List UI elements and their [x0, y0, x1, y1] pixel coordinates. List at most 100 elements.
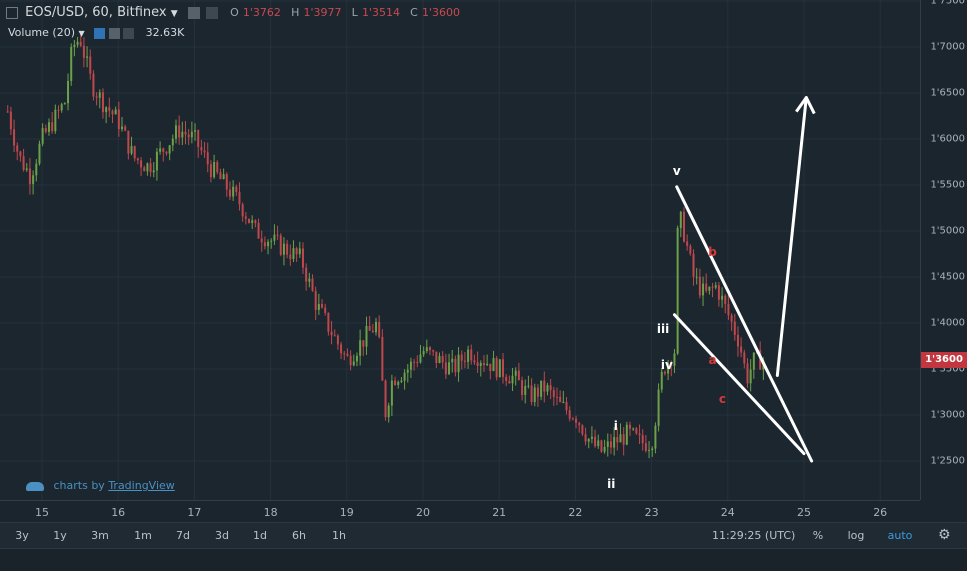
chart-canvas[interactable] — [0, 0, 920, 500]
wave-label-c[interactable]: c — [718, 392, 727, 407]
x-tick-label: 21 — [492, 506, 507, 519]
candle-body — [727, 303, 730, 316]
price-chart[interactable]: EOS/USD, 60, Bitfinex ▼ O 1'3762 H 1'397… — [0, 0, 920, 500]
range-button-1d[interactable]: 1d — [253, 529, 267, 542]
candle-body — [527, 385, 530, 387]
wave-label-ii[interactable]: ii — [607, 477, 616, 491]
range-button-3y[interactable]: 3y — [15, 529, 29, 542]
range-button-7d[interactable]: 7d — [176, 529, 190, 542]
candle-body — [549, 385, 552, 391]
candle-body — [632, 428, 635, 430]
eye-icon[interactable] — [205, 6, 218, 19]
candle-body — [206, 152, 209, 165]
wave-label-iii[interactable]: iii — [656, 321, 670, 336]
chevron-down-icon[interactable]: ▼ — [170, 9, 178, 19]
wave-label-i[interactable]: i — [613, 419, 618, 434]
candle-body — [590, 436, 593, 439]
x-tick-label: 24 — [720, 506, 735, 519]
candle-body — [375, 321, 378, 333]
wave-label-v[interactable]: v — [672, 164, 681, 179]
candle-body — [254, 220, 257, 223]
candle-body — [467, 349, 470, 362]
candle-body — [587, 438, 590, 442]
close-value: 1'3600 — [421, 6, 460, 19]
collapse-icon[interactable] — [6, 6, 18, 19]
volume-label[interactable]: Volume (20) — [8, 26, 75, 39]
candle-body — [603, 446, 606, 452]
candle-body — [47, 122, 50, 132]
watermark-brand[interactable]: TradingView — [108, 479, 175, 492]
candle-body — [559, 396, 562, 403]
chevron-down-icon[interactable]: ▼ — [78, 29, 85, 38]
range-button-1h[interactable]: 1h — [332, 529, 346, 542]
candle-body — [444, 362, 447, 375]
candle-body — [194, 130, 197, 132]
target-arrow-line[interactable] — [775, 96, 808, 377]
x-tick-label: 19 — [339, 506, 354, 519]
candle-body — [327, 312, 330, 332]
range-button-3d[interactable]: 3d — [215, 529, 229, 542]
candle-body — [203, 150, 206, 153]
candle-body — [321, 304, 324, 308]
range-button-1y[interactable]: 1y — [53, 529, 67, 542]
candle-body — [209, 164, 212, 178]
candle-body — [41, 128, 44, 144]
candle-body — [152, 170, 155, 173]
candle-body — [305, 267, 308, 282]
percent-scale-button[interactable]: % — [812, 529, 824, 542]
wave-label-iv[interactable]: iv — [660, 358, 673, 373]
wave-label-b[interactable]: b — [708, 245, 717, 260]
candle-body — [619, 434, 622, 443]
candle-body — [708, 286, 711, 291]
range-button-1m[interactable]: 1m — [134, 529, 152, 542]
gear-icon[interactable]: ⚙ — [938, 527, 951, 543]
candle-body — [540, 380, 543, 397]
candle-body — [289, 254, 292, 259]
candle-body — [6, 111, 9, 113]
candle-body — [711, 286, 714, 288]
candle-body — [409, 361, 412, 370]
time-axis[interactable]: 11:29:25 (UTC) 15 16 17 18 19 20 21 22 23 24 25 26 — [0, 500, 920, 542]
candle-body — [390, 380, 393, 406]
candle-body — [124, 126, 127, 131]
settings-icon[interactable] — [187, 6, 200, 19]
candle-body — [105, 107, 108, 113]
auto-scale-button[interactable]: auto — [887, 529, 913, 542]
eye-icon[interactable] — [108, 27, 120, 39]
arrow-head[interactable] — [795, 96, 816, 115]
wave-label-a[interactable]: a — [708, 352, 717, 367]
tradingview-watermark[interactable]: charts by TradingView — [26, 479, 175, 492]
candle-body — [301, 248, 304, 268]
candle-body — [184, 131, 187, 135]
candle-body — [51, 122, 54, 132]
close-icon[interactable] — [123, 27, 135, 39]
candle-body — [679, 211, 682, 229]
y-tick-label: 1'5000 — [930, 225, 965, 237]
volume-legend: Volume (20) ▼ 32.63K — [8, 26, 184, 39]
candle-body — [9, 111, 12, 130]
settings-icon[interactable] — [94, 27, 106, 39]
candle-body — [352, 361, 355, 366]
candle-body — [371, 330, 374, 333]
candle-body — [505, 376, 508, 381]
candle-body — [359, 340, 362, 356]
candle-body — [533, 387, 536, 403]
candle-body — [521, 380, 524, 395]
candle-body — [629, 424, 632, 429]
upper-trendline[interactable] — [675, 185, 814, 463]
x-tick-label: 16 — [111, 506, 126, 519]
candle-body — [162, 148, 165, 152]
candle-body — [486, 363, 489, 366]
candle-body — [673, 353, 676, 366]
log-scale-button[interactable]: log — [847, 529, 865, 542]
price-axis[interactable]: 1'2500 1'3000 1'3500 1'4000 1'4500 1'5000 1'55… — [920, 0, 967, 500]
candle-body — [641, 435, 644, 444]
candle-body — [492, 358, 495, 372]
candle-body — [165, 151, 168, 154]
candle-body — [282, 243, 285, 255]
symbol-title[interactable]: EOS/USD, 60, Bitfinex — [25, 5, 167, 20]
lower-trendline[interactable] — [672, 313, 806, 456]
candle-body — [428, 347, 431, 351]
range-button-6h[interactable]: 6h — [292, 529, 306, 542]
range-button-3m[interactable]: 3m — [91, 529, 109, 542]
